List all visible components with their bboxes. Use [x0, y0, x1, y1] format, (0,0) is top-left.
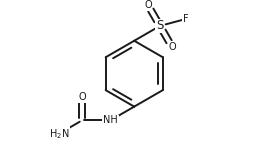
Text: H$_2$N: H$_2$N	[49, 127, 69, 141]
Text: NH: NH	[103, 115, 118, 125]
Text: F: F	[183, 14, 188, 24]
Text: O: O	[78, 93, 86, 103]
Text: O: O	[168, 41, 176, 51]
Text: S: S	[156, 19, 164, 32]
Text: O: O	[144, 0, 152, 10]
